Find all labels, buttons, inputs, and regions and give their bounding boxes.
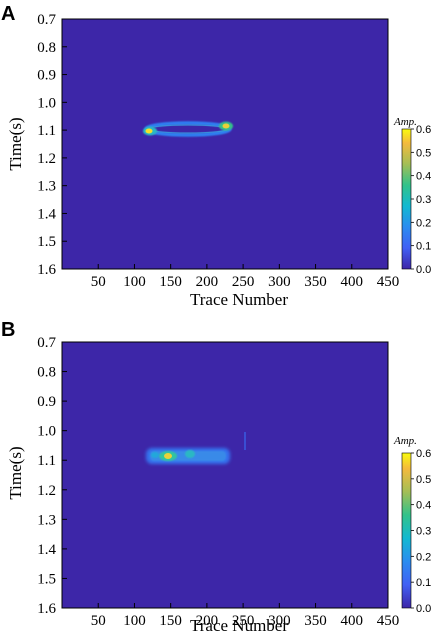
colorbar-tick-label: 0.6 bbox=[416, 448, 431, 460]
hotspot-main-mark bbox=[164, 453, 172, 459]
y-tick-label: 1.2 bbox=[37, 483, 56, 499]
x-tick-label: 400 bbox=[341, 274, 364, 290]
plot-frame bbox=[61, 341, 389, 609]
panel-b: B 0.7 0.8 0.9 1.0 1.1 1.2 1.3 1.4 1.5 1.6 50 100 15… bbox=[1, 319, 431, 635]
x-tick-label: 50 bbox=[91, 274, 106, 290]
x-tick-label: 450 bbox=[377, 274, 400, 290]
y-tick-label: 1.3 bbox=[37, 179, 56, 195]
y-axis-label: Time(s) bbox=[6, 446, 25, 499]
colorbar-ticks: 0.0 0.1 0.2 0.3 0.4 0.5 0.6 bbox=[411, 448, 431, 615]
colorbar: Amp. 0.0 0.1 0.2 0.3 0.4 0.5 0.6 bbox=[393, 435, 431, 615]
colorbar-tick-label: 0.3 bbox=[416, 194, 431, 206]
heatmap-marks bbox=[146, 432, 246, 468]
x-tick-label: 50 bbox=[91, 613, 106, 629]
y-axis: 0.7 0.8 0.9 1.0 1.1 1.2 1.3 1.4 1.5 1.6 bbox=[37, 12, 67, 278]
x-tick-label: 250 bbox=[232, 613, 255, 629]
colorbar-tick-label: 0.4 bbox=[416, 500, 431, 512]
hotspot-mark bbox=[151, 452, 159, 458]
y-tick-label: 1.5 bbox=[37, 571, 56, 587]
colorbar-tick-label: 0.5 bbox=[416, 474, 431, 486]
y-tick-label: 0.8 bbox=[37, 40, 56, 56]
y-tick-label: 1.1 bbox=[37, 123, 56, 139]
y-tick-label: 1.6 bbox=[37, 262, 56, 278]
colorbar-tick-label: 0.2 bbox=[416, 551, 431, 563]
colorbar-tick-label: 0.1 bbox=[416, 577, 431, 589]
y-tick-label: 1.0 bbox=[37, 424, 56, 440]
x-tick-label: 200 bbox=[196, 613, 219, 629]
x-tick-label: 400 bbox=[341, 613, 364, 629]
x-axis-label: Trace Number bbox=[190, 290, 288, 309]
y-tick-label: 1.4 bbox=[37, 542, 56, 558]
x-tick-label: 150 bbox=[159, 613, 182, 629]
colorbar-title: Amp. bbox=[393, 435, 417, 447]
heatmap-background bbox=[62, 342, 388, 608]
y-tick-label: 1.4 bbox=[37, 206, 56, 222]
panel-a: A 0.7 0.8 0.9 1.0 1.1 1.2 1.3 1.4 1.5 1.6 50 100 15… bbox=[1, 3, 431, 309]
x-tick-label: 300 bbox=[268, 274, 291, 290]
colorbar-tick-label: 0.6 bbox=[416, 124, 431, 136]
x-tick-label: 200 bbox=[196, 274, 219, 290]
colorbar-tick-label: 0.0 bbox=[416, 603, 431, 615]
hotspot-mark bbox=[185, 450, 195, 458]
y-tick-label: 0.7 bbox=[37, 335, 56, 351]
colorbar-tick-label: 0.5 bbox=[416, 147, 431, 159]
y-axis-label: Time(s) bbox=[6, 117, 25, 170]
colorbar-tick-label: 0.3 bbox=[416, 526, 431, 538]
colorbar-tick-label: 0.4 bbox=[416, 171, 431, 183]
x-tick-label: 100 bbox=[123, 613, 146, 629]
y-tick-label: 0.8 bbox=[37, 365, 56, 381]
y-tick-label: 1.6 bbox=[37, 601, 56, 617]
colorbar-gradient bbox=[401, 452, 412, 609]
heatmap-background bbox=[62, 19, 388, 269]
colorbar-tick-label: 0.0 bbox=[416, 264, 431, 276]
y-tick-label: 1.3 bbox=[37, 512, 56, 528]
y-tick-label: 1.1 bbox=[37, 453, 56, 469]
y-tick-label: 0.7 bbox=[37, 12, 56, 28]
x-tick-label: 300 bbox=[268, 613, 291, 629]
colorbar-tick-label: 0.1 bbox=[416, 241, 431, 253]
x-tick-label: 350 bbox=[304, 613, 327, 629]
hotspot-right-mark bbox=[222, 123, 230, 129]
colorbar-tick-label: 0.2 bbox=[416, 217, 431, 229]
colorbar-ticks: 0.0 0.1 0.2 0.3 0.4 0.5 0.6 bbox=[411, 124, 431, 276]
x-axis: 50 100 150 200 250 300 350 400 450 bbox=[91, 264, 400, 290]
x-tick-label: 150 bbox=[159, 274, 182, 290]
x-tick-label: 350 bbox=[304, 274, 327, 290]
y-tick-label: 0.9 bbox=[37, 68, 56, 84]
colorbar-title: Amp. bbox=[393, 116, 417, 128]
y-tick-label: 1.2 bbox=[37, 151, 56, 167]
y-tick-label: 0.9 bbox=[37, 394, 56, 410]
colorbar-gradient bbox=[401, 128, 412, 270]
x-axis: 50 100 150 200 250 300 350 400 450 bbox=[91, 603, 400, 629]
y-axis: 0.7 0.8 0.9 1.0 1.1 1.2 1.3 1.4 1.5 1.6 bbox=[37, 335, 67, 617]
y-tick-label: 1.5 bbox=[37, 234, 56, 250]
heatmap-marks bbox=[143, 121, 233, 137]
x-tick-label: 250 bbox=[232, 274, 255, 290]
y-tick-label: 1.0 bbox=[37, 95, 56, 111]
x-tick-label: 100 bbox=[123, 274, 146, 290]
hotspot-left-mark bbox=[145, 128, 153, 134]
x-tick-label: 450 bbox=[377, 613, 400, 629]
plot-frame bbox=[61, 18, 389, 270]
panel-letter: A bbox=[1, 3, 15, 25]
x-axis-label: Trace Number bbox=[190, 616, 288, 635]
colorbar: Amp. 0.0 0.1 0.2 0.3 0.4 0.5 0.6 bbox=[393, 116, 431, 276]
panel-letter: B bbox=[1, 319, 15, 341]
